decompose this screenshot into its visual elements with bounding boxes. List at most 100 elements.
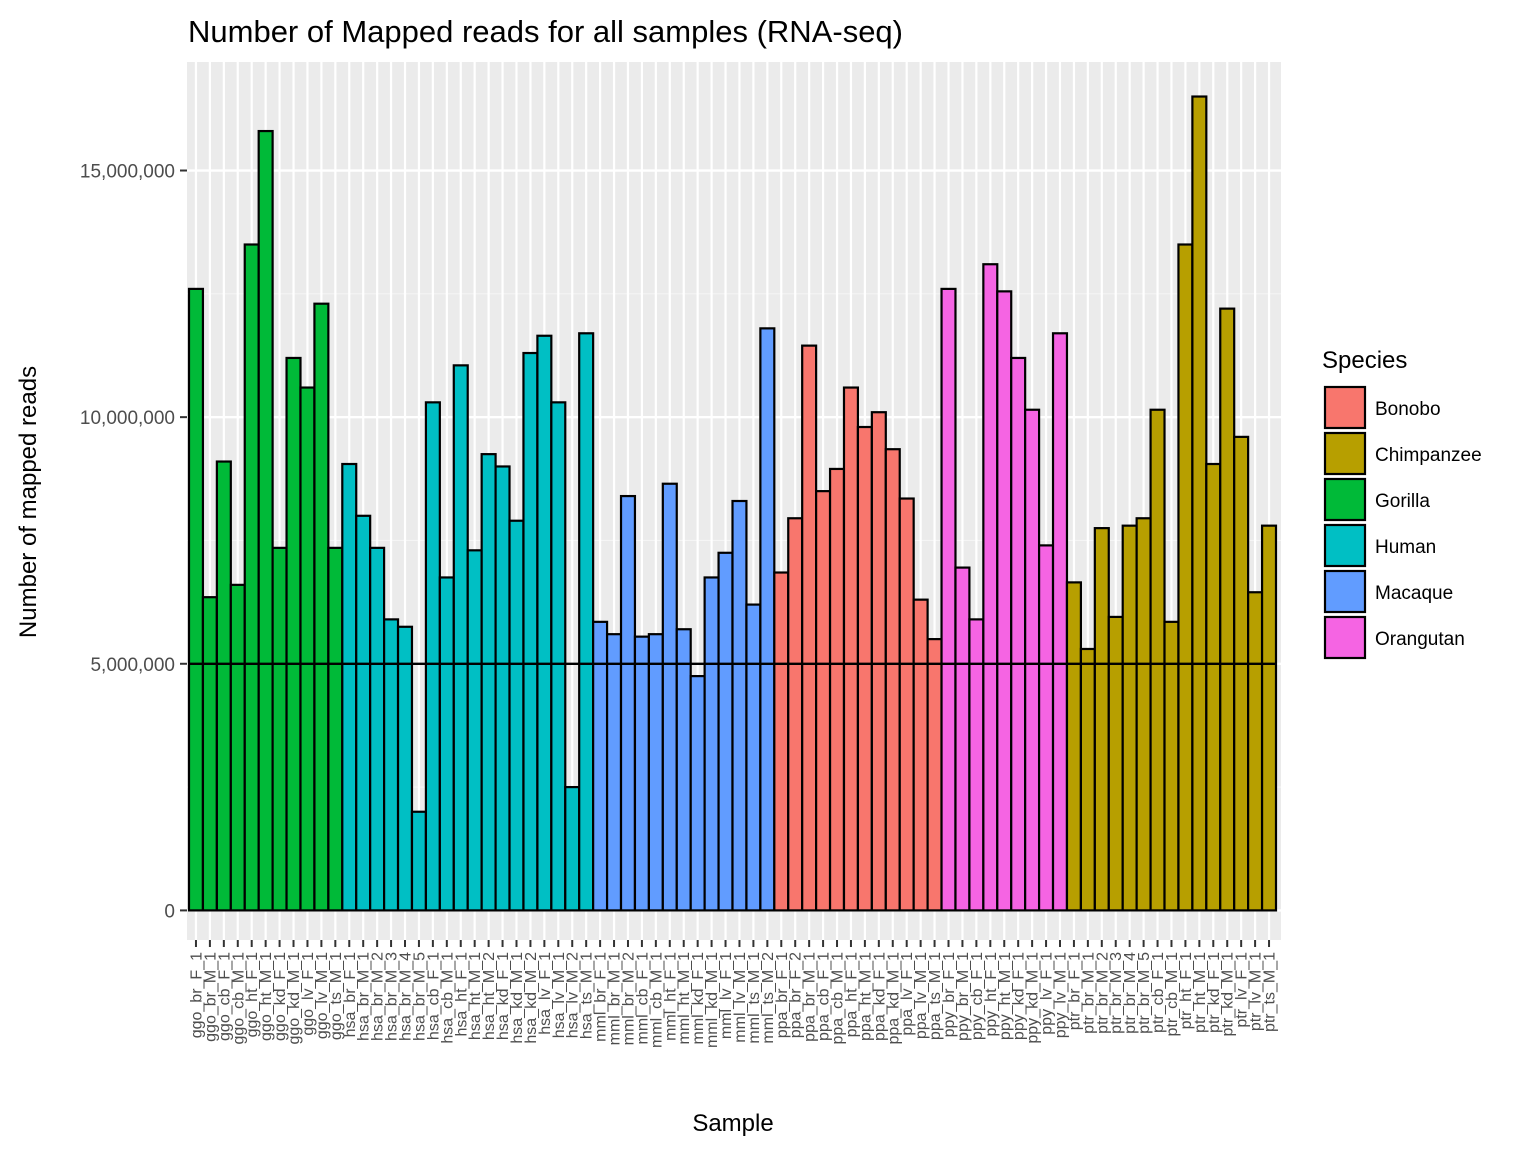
x-tick-label: ptr_kd_M_1 bbox=[1220, 952, 1237, 1037]
bar-ppy_br_F_1 bbox=[940, 287, 957, 912]
x-tick-label: ppy_kd_F_1 bbox=[1011, 952, 1028, 1040]
bar-hsa_lv_F_1 bbox=[536, 334, 553, 912]
x-tick-label: hsa_ht_F_1 bbox=[453, 952, 470, 1037]
bar-mml_kd_M_1 bbox=[703, 576, 720, 912]
x-tick-label: hsa_br_M_2 bbox=[370, 952, 387, 1041]
x-tick-label: mml_br_M_2 bbox=[620, 952, 637, 1045]
bar-ppa_kd_M_1 bbox=[884, 448, 901, 912]
bar-hsa_ht_M_2 bbox=[480, 453, 497, 912]
bar-ptr_ht_F_1 bbox=[1177, 243, 1194, 912]
x-tick-label: ptr_br_M_1 bbox=[1080, 952, 1097, 1034]
bar-ppa_ht_F_1 bbox=[842, 386, 860, 912]
bar-hsa_br_M_4 bbox=[396, 625, 414, 912]
bar-ggo_ts_M_1 bbox=[327, 546, 344, 912]
bar-ppa_br_F_2 bbox=[787, 517, 804, 912]
legend-label-bonobo: Bonobo bbox=[1375, 399, 1441, 420]
x-tick-label: ptr_lv_M_1 bbox=[1248, 952, 1265, 1031]
bar-ppy_kd_M_1 bbox=[1024, 408, 1041, 912]
x-tick-label: ppa_br_F_2 bbox=[788, 952, 805, 1038]
x-tick-label: ppa_lv_F_1 bbox=[899, 952, 916, 1036]
x-tick-label: ptr_br_M_3 bbox=[1108, 952, 1125, 1034]
x-tick-label: ppy_br_F_1 bbox=[941, 952, 958, 1037]
x-tick-label: ptr_br_M_2 bbox=[1094, 952, 1111, 1034]
bar-ppa_br_F_1 bbox=[773, 571, 790, 912]
bar-ggo_ht_M_1 bbox=[257, 129, 274, 912]
legend: Species Bonobo Chimpanzee Gorilla Human Maca… bbox=[1322, 347, 1482, 660]
bar-hsa_kd_M_2 bbox=[522, 351, 539, 912]
x-tick-label: mml_br_M_1 bbox=[607, 952, 624, 1045]
x-tick-label: hsa_ht_M_1 bbox=[467, 952, 484, 1040]
x-tick-label: hsa_cb_M_1 bbox=[439, 952, 456, 1044]
bar-ppa_br_M_1 bbox=[801, 344, 818, 912]
x-tick-label: hsa_lv_F_1 bbox=[537, 952, 554, 1035]
bar-hsa_ht_M_1 bbox=[466, 549, 483, 912]
x-tick-label: ppa_cb_F_1 bbox=[816, 952, 833, 1041]
bar-hsa_kd_M_1 bbox=[508, 519, 525, 912]
x-tick-label: ptr_cb_F_1 bbox=[1150, 952, 1167, 1033]
x-tick-label: ggo_lv_F_1 bbox=[300, 952, 317, 1036]
y-tick-label: 10,000,000 bbox=[80, 408, 175, 429]
bar-ppa_ht_M_1 bbox=[856, 425, 873, 912]
x-tick-label: ppa_kd_M_1 bbox=[885, 952, 902, 1045]
x-tick-label: ggo_kd_F_1 bbox=[272, 952, 289, 1041]
bar-ptr_cb_M_1 bbox=[1163, 620, 1180, 912]
bar-ggo_lv_M_1 bbox=[313, 302, 330, 912]
x-tick-label: ppa_ht_F_1 bbox=[843, 952, 860, 1038]
bar-ggo_ht_F_1 bbox=[243, 243, 260, 912]
legend-swatch-human bbox=[1323, 523, 1367, 568]
x-tick-label: ptr_br_M_4 bbox=[1122, 952, 1139, 1034]
y-axis-title: Number of mapped reads bbox=[15, 366, 42, 638]
x-axis-ticks: ggo_br_F_1ggo_br_M_1ggo_cb_F_1ggo_cb_M_1… bbox=[188, 940, 1279, 1048]
bar-ppa_cb_M_1 bbox=[828, 467, 846, 912]
bar-ppa_cb_F_1 bbox=[815, 490, 832, 912]
bar-hsa_br_F_1 bbox=[341, 462, 358, 912]
x-tick-label: mml_br_F_1 bbox=[593, 952, 610, 1042]
x-tick-label: ppy_ht_M_1 bbox=[997, 952, 1014, 1040]
x-tick-label: mml_lv_F_1 bbox=[718, 952, 735, 1039]
bar-ggo_cb_M_1 bbox=[229, 583, 246, 912]
legend-label-macaque: Macaque bbox=[1375, 583, 1453, 604]
x-tick-label: ptr_br_F_1 bbox=[1066, 952, 1083, 1030]
x-tick-label: hsa_lv_M_2 bbox=[565, 952, 582, 1038]
bar-ptr_br_M_3 bbox=[1107, 615, 1124, 912]
legend-label-orangutan: Orangutan bbox=[1375, 629, 1465, 650]
x-tick-label: hsa_cb_F_1 bbox=[425, 952, 442, 1040]
x-tick-label: ggo_cb_M_1 bbox=[230, 952, 247, 1045]
y-axis-ticks: 0 5,000,000 10,000,000 15,000,000 bbox=[80, 162, 187, 922]
x-tick-label: hsa_br_F_1 bbox=[342, 952, 359, 1037]
bar-hsa_cb_F_1 bbox=[424, 401, 441, 912]
x-tick-label: hsa_br_M_5 bbox=[411, 952, 428, 1041]
x-tick-label: hsa_kd_M_2 bbox=[523, 952, 540, 1044]
x-axis-title: Sample bbox=[692, 1110, 773, 1137]
x-tick-label: ggo_lv_M_1 bbox=[314, 952, 331, 1039]
bar-ppa_kd_F_1 bbox=[870, 411, 887, 912]
legend-swatch-orangutan bbox=[1323, 615, 1367, 660]
x-tick-label: ptr_br_M_5 bbox=[1136, 952, 1153, 1034]
bar-ptr_br_F_1 bbox=[1065, 581, 1082, 912]
legend-swatch-bonobo bbox=[1323, 385, 1367, 430]
y-tick-label: 5,000,000 bbox=[90, 655, 175, 676]
bar-ptr_br_M_4 bbox=[1121, 524, 1138, 912]
bar-mml_cb_M_1 bbox=[647, 633, 664, 912]
x-tick-label: hsa_br_M_3 bbox=[384, 952, 401, 1041]
bar-ppy_lv_F_1 bbox=[1037, 544, 1055, 912]
bar-hsa_br_M_5 bbox=[410, 810, 428, 912]
bars bbox=[187, 95, 1278, 912]
x-tick-label: ptr_ts_M_1 bbox=[1262, 952, 1279, 1032]
bar-ggo_cb_F_1 bbox=[215, 460, 232, 912]
x-tick-label: ggo_ts_M_1 bbox=[328, 952, 345, 1040]
bar-hsa_ts_M_1 bbox=[578, 332, 595, 912]
x-tick-label: ppy_ht_F_1 bbox=[983, 952, 1000, 1037]
x-tick-label: ppy_cb_F_1 bbox=[969, 952, 986, 1040]
bar-mml_ts_M_2 bbox=[759, 327, 776, 912]
x-tick-label: ggo_br_M_1 bbox=[202, 952, 219, 1042]
legend-title: Species bbox=[1322, 347, 1407, 374]
bar-ggo_lv_F_1 bbox=[299, 386, 316, 912]
bar-ptr_br_M_1 bbox=[1079, 647, 1096, 912]
x-tick-label: mml_ht_M_1 bbox=[676, 952, 693, 1045]
x-tick-label: hsa_br_M_1 bbox=[356, 952, 373, 1041]
bar-ggo_br_M_1 bbox=[201, 596, 218, 912]
bar-mml_kd_F_1 bbox=[689, 675, 706, 912]
bar-mml_br_F_1 bbox=[592, 620, 609, 912]
x-tick-label: ppa_lv_M_1 bbox=[913, 952, 930, 1039]
